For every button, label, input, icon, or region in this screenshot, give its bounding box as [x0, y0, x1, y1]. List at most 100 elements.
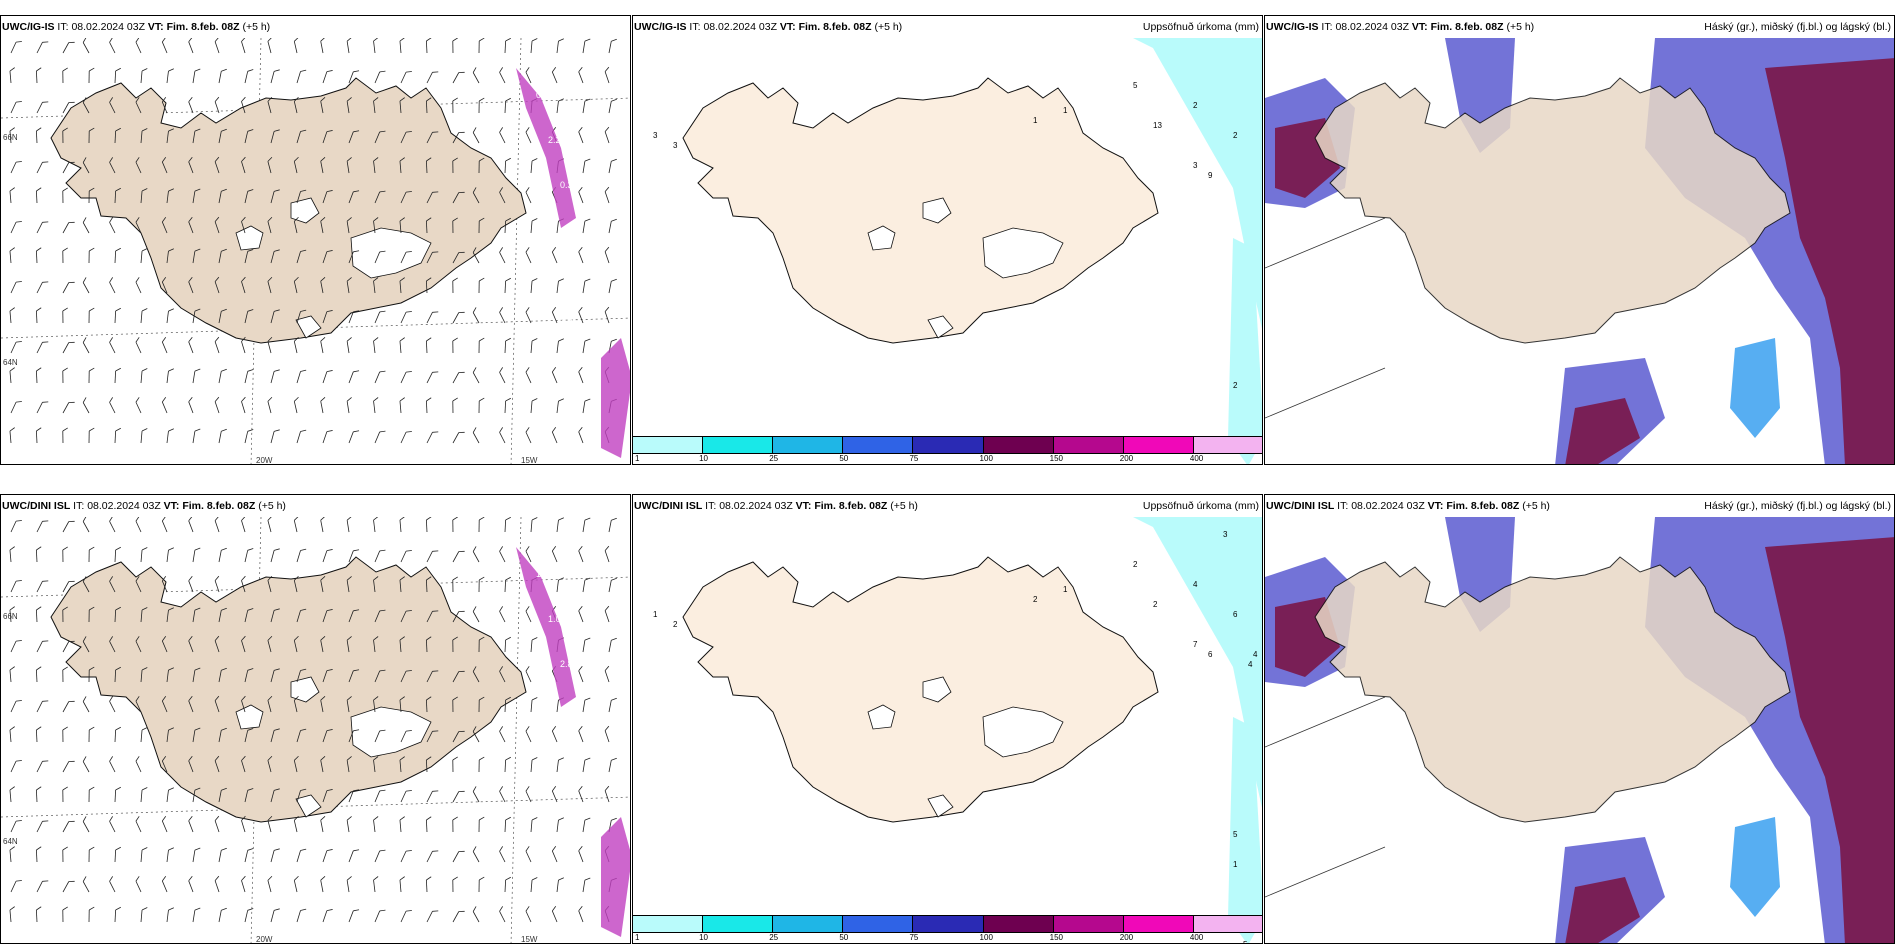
- wind-barb: [320, 517, 326, 533]
- wind-barb: [293, 276, 299, 294]
- wind-barb: [267, 875, 273, 893]
- wind-barb: [504, 337, 511, 354]
- wind-barb: [452, 157, 458, 174]
- wind-barb: [241, 96, 246, 114]
- wind-barb: [88, 546, 95, 563]
- wind-barb: [296, 788, 307, 803]
- wind-barb: [478, 397, 485, 414]
- wind-barb: [36, 101, 49, 114]
- precip-value: 2: [1233, 381, 1238, 390]
- wind-barb: [109, 277, 116, 294]
- wind-barb: [267, 216, 273, 234]
- wind-barb: [140, 188, 148, 204]
- wind-barb: [270, 249, 280, 264]
- wind-barb: [35, 127, 42, 144]
- wind-barb: [399, 157, 405, 174]
- wind-barb: [161, 876, 168, 893]
- wind-barb: [452, 431, 465, 444]
- wind-barb: [218, 667, 227, 683]
- wind-barb: [373, 876, 379, 893]
- map-canvas: [1265, 517, 1894, 943]
- wind-barb: [499, 906, 506, 923]
- wind-barb: [452, 251, 465, 264]
- wind-barb: [109, 397, 116, 414]
- wind-barb: [478, 337, 485, 354]
- wind-barb: [214, 96, 220, 114]
- precip-value: 3: [653, 131, 658, 140]
- wind-barb: [82, 157, 90, 174]
- wind-barb: [551, 427, 558, 444]
- wind-barb: [88, 307, 95, 324]
- wind-barb: [114, 307, 121, 324]
- wind-barb: [135, 756, 142, 773]
- wind-barb: [348, 310, 360, 324]
- wind-barb: [400, 311, 412, 324]
- wind-barb: [425, 696, 432, 713]
- contour-label: 1.0: [536, 360, 549, 370]
- wind-barb: [10, 700, 22, 713]
- wind-barb: [320, 277, 326, 294]
- wind-barb: [551, 247, 558, 264]
- wind-barb: [525, 606, 532, 623]
- wind-barb: [109, 756, 116, 773]
- wind-barb: [114, 726, 121, 743]
- wind-barb: [582, 817, 591, 833]
- wind-barb: [166, 188, 174, 204]
- iceland-coastline: [682, 556, 1159, 823]
- wind-barb: [556, 38, 564, 54]
- wind-barb: [348, 430, 360, 444]
- wind-barb: [556, 817, 564, 833]
- wind-barb: [400, 191, 412, 204]
- wind-barb: [426, 730, 439, 743]
- wind-barb: [192, 727, 201, 743]
- precip-value: 9: [1208, 171, 1213, 180]
- wind-barb: [320, 816, 326, 833]
- wind-barb: [88, 726, 95, 743]
- wind-barb: [578, 186, 584, 204]
- precip-value: 1: [1063, 106, 1068, 115]
- glacier-outline: [290, 676, 320, 703]
- wind-barb: [499, 307, 506, 324]
- wind-barb: [525, 187, 532, 204]
- wind-barb: [478, 217, 485, 234]
- wind-barb: [400, 371, 412, 384]
- wind-barb: [556, 877, 564, 893]
- wind-barb: [36, 820, 49, 833]
- wind-barb: [114, 127, 121, 144]
- wind-barb: [109, 38, 116, 54]
- wind-barb: [135, 97, 142, 114]
- wind-barb: [452, 311, 465, 324]
- wind-barb: [192, 248, 201, 264]
- wind-barb: [582, 398, 591, 414]
- valid-time: Fim. 8.feb. 08Z: [1446, 500, 1520, 512]
- coordinate-label: 20W: [256, 456, 273, 465]
- wind-barb: [244, 69, 254, 84]
- wind-barb: [109, 816, 116, 833]
- wind-barb: [192, 428, 201, 444]
- wind-barb: [88, 127, 95, 144]
- wind-barb: [322, 909, 333, 923]
- wind-barb: [604, 665, 610, 683]
- wind-barb: [293, 815, 299, 833]
- precip-value: 2: [673, 620, 678, 629]
- wind-barb: [373, 696, 379, 713]
- wind-barb: [62, 640, 75, 653]
- wind-barb: [296, 129, 307, 144]
- wind-barb: [608, 158, 617, 174]
- panel-title: Háský (gr.), miðský (fj.bl.) og lágský (…: [1704, 21, 1891, 33]
- wind-barb: [218, 368, 227, 384]
- precip-value: 2: [1233, 131, 1238, 140]
- wind-barb: [452, 517, 458, 533]
- model-name: UWC/DINI ISL: [2, 500, 71, 512]
- wind-barb: [218, 428, 227, 444]
- precip-band: [601, 817, 630, 937]
- wind-barb: [374, 190, 386, 204]
- wind-barb: [604, 66, 610, 84]
- wind-barb: [582, 338, 591, 354]
- boundary-line: [1265, 696, 1386, 748]
- coordinate-label: 15W: [521, 456, 538, 465]
- wind-barb: [62, 880, 75, 893]
- wind-barb: [267, 96, 273, 114]
- wind-barb: [270, 608, 280, 623]
- wind-barb: [320, 337, 326, 354]
